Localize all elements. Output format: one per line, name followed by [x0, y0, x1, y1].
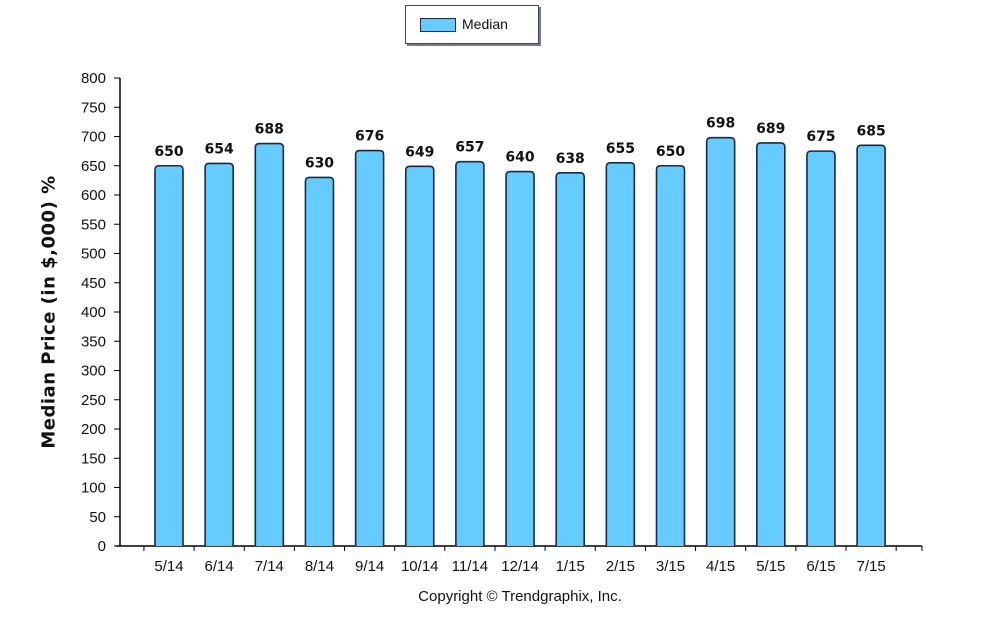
y-tick-label: 400: [81, 304, 106, 321]
copyright-text: Copyright © Trendgraphix, Inc.: [418, 588, 622, 605]
bar: [706, 137, 735, 547]
bar-value-label: 630: [305, 155, 334, 171]
bar: [506, 171, 535, 546]
bar-outline: [806, 150, 836, 546]
bar-value-label: 655: [606, 141, 635, 157]
bar-outline: [204, 162, 234, 546]
y-tick-label: 0: [98, 538, 106, 555]
x-tick-label: 6/15: [806, 558, 835, 575]
bar-outline: [605, 162, 636, 546]
bar-outline: [254, 142, 285, 546]
bar-value-label: 675: [806, 129, 835, 145]
legend-swatch: [420, 18, 456, 32]
x-tick-label: 10/14: [401, 558, 439, 575]
bar-outline: [154, 164, 184, 546]
bar: [405, 166, 434, 546]
bar-value-label: 685: [856, 123, 885, 139]
bar-value-label: 676: [355, 129, 384, 145]
bar-outline: [455, 160, 485, 546]
x-tick-label: 8/14: [305, 558, 334, 575]
y-tick-label: 450: [81, 275, 106, 292]
bar: [756, 142, 785, 546]
y-tick-label: 650: [81, 158, 106, 175]
y-tick-label: 750: [81, 99, 106, 116]
y-tick-label: 250: [81, 392, 106, 409]
bar: [656, 165, 685, 546]
y-tick-label: 50: [89, 509, 106, 526]
bar-outline: [756, 142, 786, 546]
x-tick-label: 2/15: [606, 558, 635, 575]
bar: [857, 145, 886, 546]
x-tick-label: 5/14: [154, 558, 183, 575]
x-tick-label: 7/14: [255, 558, 284, 575]
bar-value-label: 650: [656, 144, 685, 160]
y-tick-label: 100: [81, 480, 106, 497]
bar: [455, 161, 484, 546]
x-tick-label: 11/14: [452, 558, 488, 575]
x-tick-label: 9/14: [355, 558, 384, 575]
bar: [606, 162, 635, 546]
bar: [255, 143, 284, 546]
bar-value-label: 689: [756, 121, 785, 137]
y-tick-label: 600: [81, 187, 106, 204]
bar-outline: [404, 165, 435, 546]
y-axis-title: Median Price (in $,000) %: [38, 175, 60, 449]
bar-value-label: 638: [556, 151, 585, 167]
bar: [806, 151, 835, 546]
y-tick-label: 350: [81, 333, 106, 350]
bar-value-label: 654: [205, 141, 234, 157]
x-tick-label: 6/14: [205, 558, 234, 575]
bar-outline: [354, 149, 385, 546]
x-tick-label: 1/15: [556, 558, 585, 575]
bar-value-label: 657: [455, 140, 484, 156]
bar-value-label: 688: [255, 122, 284, 138]
y-tick-label: 200: [81, 421, 106, 438]
y-tick-label: 150: [81, 450, 106, 467]
bar-outline: [304, 176, 335, 546]
x-tick-label: 12/14: [501, 558, 539, 575]
bar-outline: [555, 171, 585, 546]
bar-outline: [505, 170, 535, 546]
bar-outline: [856, 144, 886, 546]
bar-value-label: 640: [505, 150, 534, 166]
bar: [205, 163, 234, 546]
bar-outline: [655, 164, 686, 546]
x-tick-label: 7/15: [856, 558, 885, 575]
bar-outline: [705, 136, 736, 546]
bar: [305, 177, 334, 546]
y-tick-label: 300: [81, 363, 106, 380]
y-tick-label: 700: [81, 129, 106, 146]
y-tick-label: 550: [81, 216, 106, 233]
bar: [556, 172, 585, 546]
y-tick-label: 500: [81, 246, 106, 263]
bar: [355, 150, 384, 547]
bar-value-label: 650: [154, 144, 183, 160]
y-tick-label: 800: [81, 70, 106, 87]
x-tick-label: 5/15: [756, 558, 785, 575]
bar: [155, 165, 183, 546]
x-tick-label: 3/15: [656, 558, 685, 575]
legend-label: Median: [462, 16, 508, 32]
bar-value-label: 649: [405, 144, 434, 160]
bar-value-label: 698: [706, 116, 735, 132]
legend: Median: [405, 5, 539, 44]
x-tick-label: 4/15: [706, 558, 735, 575]
